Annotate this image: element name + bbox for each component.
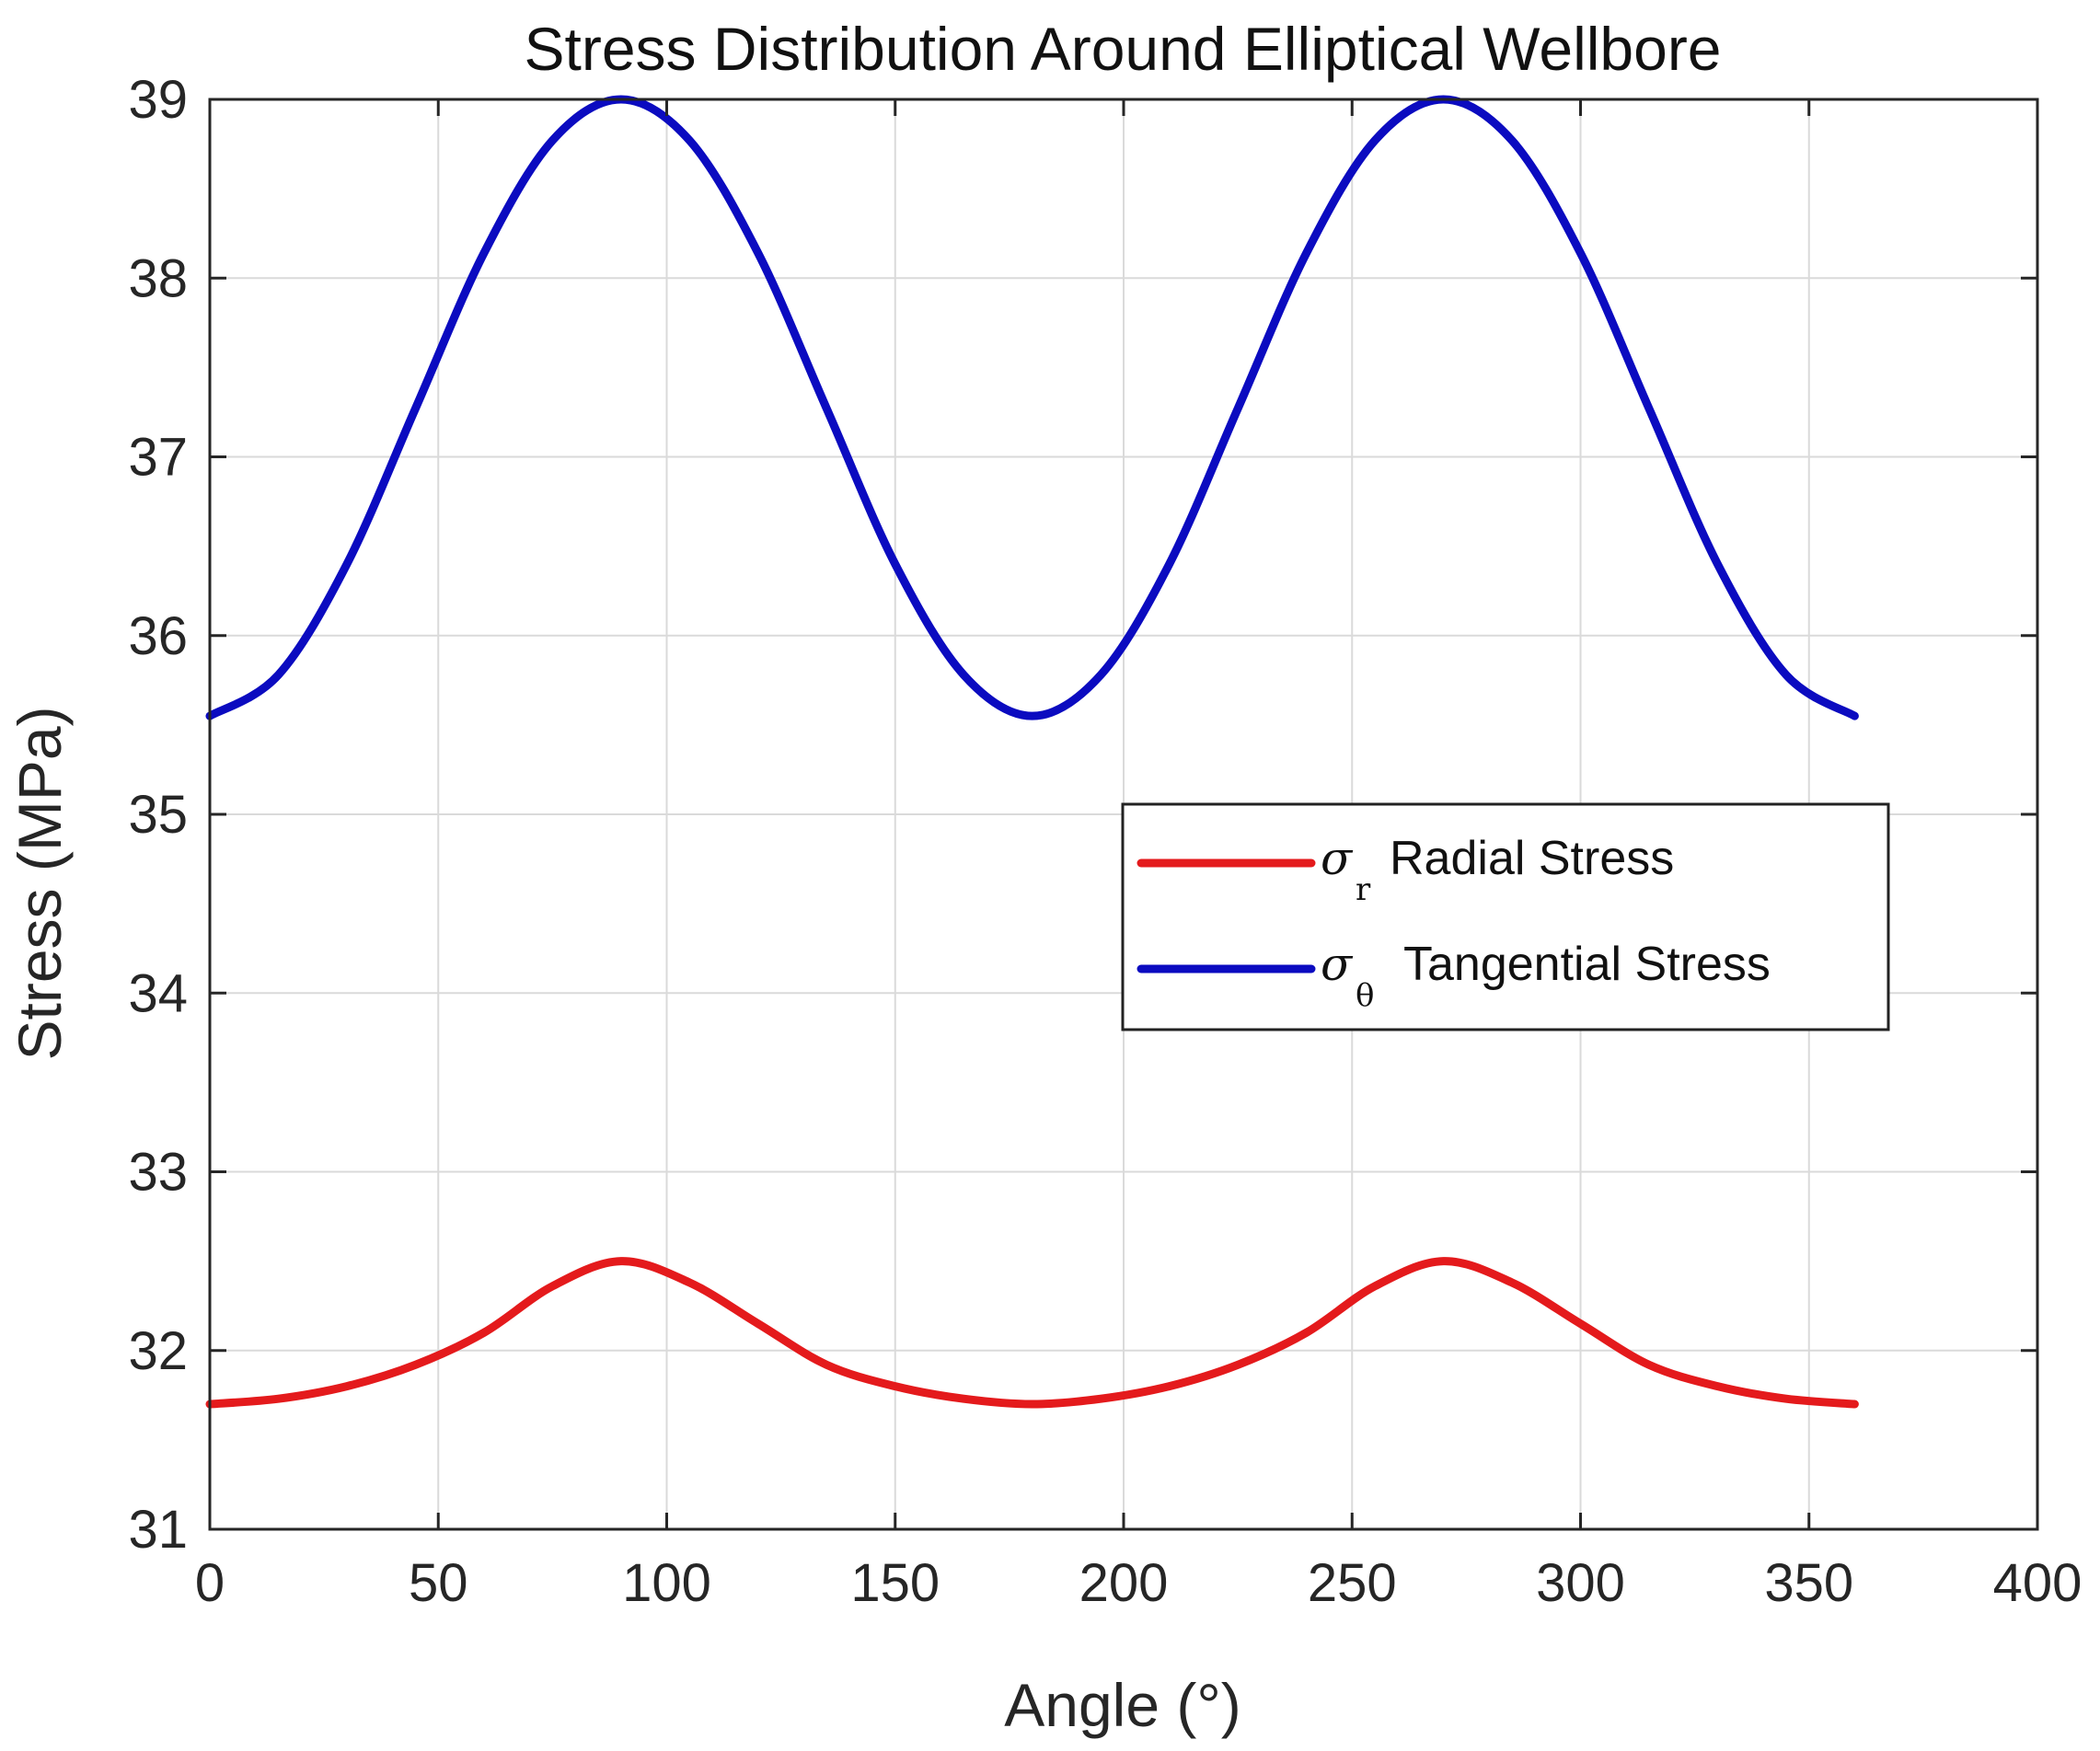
axes-frame xyxy=(208,98,2039,1531)
legend-radial-label: Radial Stress xyxy=(1390,832,1674,885)
y-tick-label: 39 xyxy=(128,70,188,130)
x-tick-label: 400 xyxy=(1993,1553,2083,1613)
legend-item-radial: σ r Radial Stress xyxy=(1137,832,1674,908)
chart-title: Stress Distribution Around Elliptical We… xyxy=(524,15,1721,83)
x-tick-label: 150 xyxy=(850,1553,940,1613)
y-tick-label: 32 xyxy=(128,1321,188,1381)
y-axis-label: Stress (MPa) xyxy=(6,706,74,1060)
series-line-radial-stress xyxy=(205,1257,1859,1409)
x-tick-label: 0 xyxy=(195,1553,225,1613)
legend-item-tangential: σ θ Tangential Stress xyxy=(1137,938,1771,1014)
legend-box xyxy=(1121,802,1890,1031)
y-tick-label: 35 xyxy=(128,785,188,845)
legend-tangential-label: Tangential Stress xyxy=(1403,938,1771,991)
legend-tangential-sigma: σ xyxy=(1321,938,1354,991)
y-tick-label: 37 xyxy=(128,428,188,488)
y-tick-label: 31 xyxy=(128,1500,188,1560)
tick-labels: 0 50 100 150 200 250 300 350 400 31 32 33 34 35 36 37 38… xyxy=(128,70,2082,1613)
x-tick-label: 100 xyxy=(622,1553,711,1613)
x-tick-label: 350 xyxy=(1764,1553,1853,1613)
y-tick-label: 34 xyxy=(128,963,188,1023)
y-tick-label: 33 xyxy=(128,1143,188,1203)
x-tick-label: 250 xyxy=(1308,1553,1397,1613)
legend-radial-sigma: σ xyxy=(1321,832,1354,885)
x-tick-label: 300 xyxy=(1536,1553,1625,1613)
data-series xyxy=(205,95,1859,1409)
x-tick-label: 200 xyxy=(1079,1553,1169,1613)
x-axis-label: Angle (°) xyxy=(1004,1671,1241,1739)
series-line-tangential-stress xyxy=(205,95,1859,720)
legend: σ r Radial Stress σ θ Tangential Stress xyxy=(1121,802,1890,1031)
y-tick-label: 38 xyxy=(128,248,188,308)
x-tick-label: 50 xyxy=(409,1553,468,1613)
legend-tangential-subscript: θ xyxy=(1356,977,1374,1014)
y-tick-label: 36 xyxy=(128,606,188,666)
legend-radial-subscript: r xyxy=(1356,871,1371,908)
